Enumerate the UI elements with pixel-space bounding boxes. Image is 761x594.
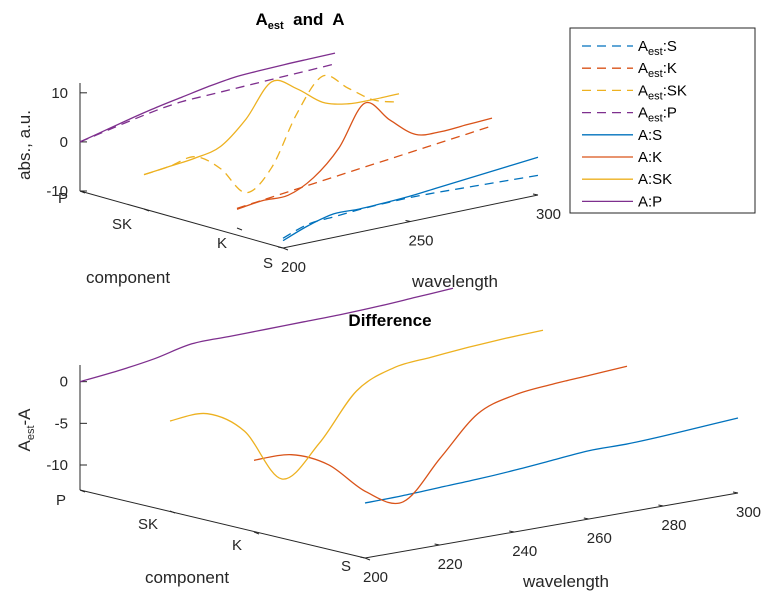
component-tick-label: K — [217, 235, 227, 252]
legend-label: Aest:K — [638, 60, 677, 80]
series-line-a-k — [236, 101, 493, 210]
z-tick-label: 10 — [51, 85, 68, 102]
wavelength-tick-label: 240 — [512, 543, 537, 560]
wavelength-tick — [277, 246, 284, 249]
component-tick-label: S — [341, 558, 351, 575]
z-axis-top: -10 0 10 — [46, 83, 87, 200]
wavelength-tick — [359, 556, 366, 559]
component-axis-line — [79, 489, 366, 559]
legend-box — [569, 27, 756, 214]
wavelength-axis-label-bottom: wavelength — [522, 572, 609, 591]
series-bottom — [79, 287, 739, 505]
chart-title-top: Aest and A — [256, 10, 345, 32]
component-tick — [143, 208, 150, 212]
component-tick-label: K — [232, 537, 242, 554]
component-axis-label-bottom: component — [145, 568, 229, 587]
z-tick-label: 0 — [60, 134, 68, 151]
series-line-aest-p — [79, 63, 336, 143]
legend-label: Aest:SK — [638, 82, 687, 102]
component-tick — [79, 190, 86, 194]
chart-title-bottom: Difference — [348, 311, 431, 330]
component-tick-label: S — [263, 255, 273, 272]
series-top — [79, 52, 539, 242]
wavelength-tick — [434, 543, 440, 546]
series-line-a-s — [282, 156, 539, 242]
legend-label: A:S — [638, 127, 662, 144]
series-line-diff-k — [253, 365, 628, 505]
wavelength-axis-label-top: wavelength — [411, 272, 498, 291]
z-tick-label: -10 — [46, 183, 68, 200]
series-line-diff-p — [79, 287, 454, 383]
wavelength-axis-top: 200 250 300 — [277, 193, 561, 276]
wavelength-tick-label: 260 — [587, 530, 612, 547]
component-tick — [169, 510, 176, 514]
wavelength-axis-bottom: 200 220 240 260 280 300 — [359, 491, 761, 586]
wavelength-tick — [658, 504, 664, 507]
z-tick-label: -5 — [55, 415, 68, 432]
z-axis-bottom: -10 -5 0 — [46, 365, 87, 490]
legend-label: A:SK — [638, 171, 672, 188]
wavelength-tick-label: 200 — [281, 259, 306, 276]
component-axis-label-top: component — [86, 268, 170, 287]
component-tick-label: P — [58, 190, 68, 207]
series-line-aest-sk — [143, 74, 400, 194]
wavelength-tick — [405, 220, 411, 222]
component-tick — [236, 227, 243, 231]
wavelength-tick-label: 300 — [536, 206, 561, 223]
component-tick — [253, 531, 260, 535]
z-tick-label: -10 — [46, 457, 68, 474]
legend-label: A:K — [638, 149, 662, 166]
component-tick-label: SK — [138, 516, 158, 533]
wavelength-tick-label: 250 — [409, 233, 434, 250]
wavelength-tick-label: 300 — [736, 504, 761, 521]
wavelength-axis-line — [364, 492, 739, 559]
wavelength-tick — [583, 517, 589, 520]
series-line-diff-sk — [169, 329, 544, 480]
legend-label: Aest:S — [638, 38, 677, 58]
series-line-diff-s — [364, 417, 739, 504]
component-tick — [79, 489, 86, 493]
wavelength-tick — [532, 193, 539, 196]
component-tick-label: SK — [112, 216, 132, 233]
wavelength-tick — [732, 491, 739, 494]
wavelength-tick-label: 200 — [363, 569, 388, 586]
series-line-aest-s — [282, 174, 539, 239]
wavelength-tick-label: 280 — [661, 517, 686, 534]
z-tick-label: 0 — [60, 374, 68, 391]
component-tick-label: P — [56, 492, 66, 509]
legend-label: Aest:P — [638, 105, 677, 125]
z-axis-label-bottom: Aest-A — [15, 408, 37, 452]
wavelength-tick-label: 220 — [438, 556, 463, 573]
series-line-aest-k — [236, 125, 493, 210]
wavelength-tick — [509, 530, 515, 533]
z-axis-label-top: abs., a.u. — [15, 110, 34, 180]
series-line-a-sk — [143, 79, 400, 176]
component-axis-line — [79, 190, 284, 249]
series-line-a-p — [79, 52, 336, 143]
legend-label: A:P — [638, 193, 662, 210]
